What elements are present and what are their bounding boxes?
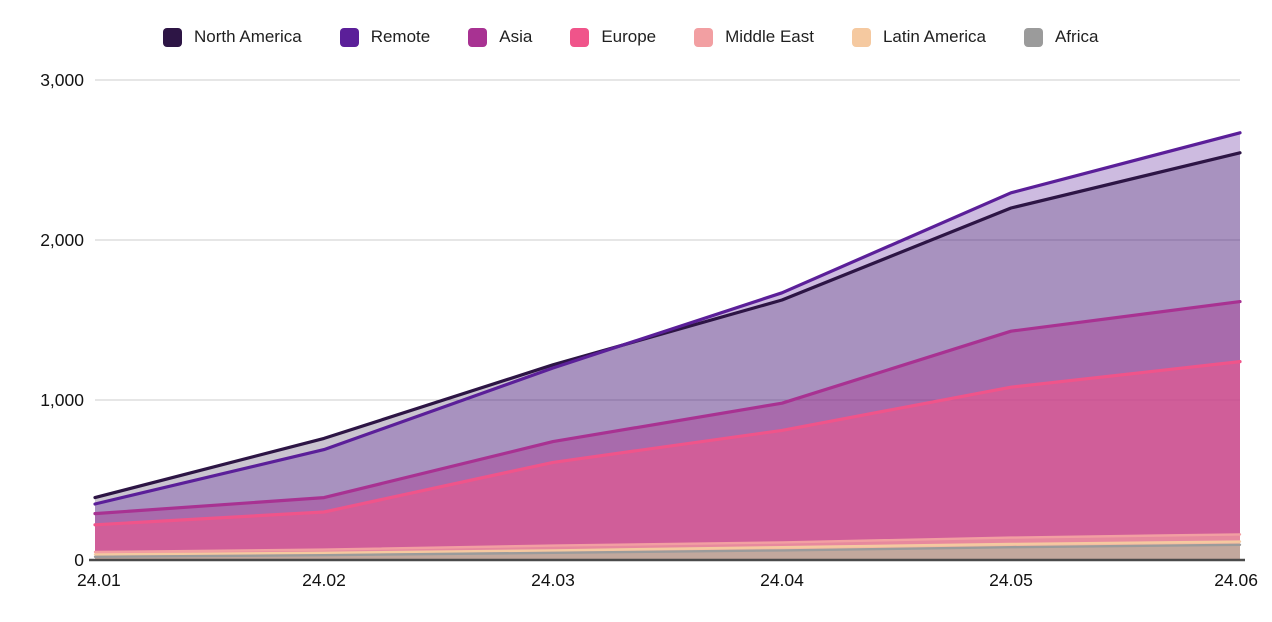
line-asia: [93, 300, 1242, 516]
legend-swatch-asia: [468, 27, 488, 47]
legend-label: Middle East: [725, 27, 814, 46]
legend-swatch-latin-america: [851, 27, 871, 47]
x-tick-label: 24.06: [1214, 570, 1258, 590]
legend-label: Europe: [601, 27, 657, 46]
legend-label: North America: [194, 27, 302, 46]
line-africa: [93, 543, 1242, 558]
legend-swatch-remote: [339, 27, 359, 47]
legend-swatch-europe: [570, 27, 590, 47]
legend-item-north-america[interactable]: North America: [163, 27, 302, 47]
x-tick-label: 24.03: [531, 570, 575, 590]
area-europe: [95, 361, 1240, 560]
legend-item-asia[interactable]: Asia: [468, 27, 532, 47]
legend-swatch-middle-east: [694, 27, 714, 47]
legend-item-middle-east[interactable]: Middle East: [694, 27, 814, 47]
legend-label: Africa: [1054, 27, 1099, 46]
x-tick-label: 24.05: [989, 570, 1033, 590]
legend-label: Latin America: [882, 27, 986, 46]
x-tick-label: 24.01: [77, 570, 121, 590]
legend-item-remote[interactable]: Remote: [339, 27, 431, 47]
line-middle-east: [93, 533, 1242, 554]
legend-item-africa[interactable]: Africa: [1023, 27, 1099, 47]
legend-swatch-north-america: [163, 27, 182, 47]
chart-legend: North America Remote Asia Europe Middle East…: [163, 27, 1098, 47]
x-tick-label: 24.04: [760, 570, 804, 590]
legend-item-europe[interactable]: Europe: [570, 27, 656, 47]
y-tick-label: 1,000: [40, 390, 84, 410]
y-tick-label: 2,000: [40, 230, 84, 250]
legend-swatch-africa: [1023, 27, 1043, 47]
line-latin-america: [93, 540, 1242, 556]
legend-label: Asia: [499, 27, 533, 46]
y-tick-label: 0: [74, 550, 84, 570]
line-remote: [93, 131, 1242, 506]
line-north-america: [93, 151, 1242, 500]
x-tick-label: 24.02: [302, 570, 346, 590]
legend-label: Remote: [370, 27, 431, 46]
line-europe: [93, 360, 1242, 527]
y-tick-label: 3,000: [40, 70, 84, 90]
legend-item-latin-america[interactable]: Latin America: [851, 27, 986, 47]
